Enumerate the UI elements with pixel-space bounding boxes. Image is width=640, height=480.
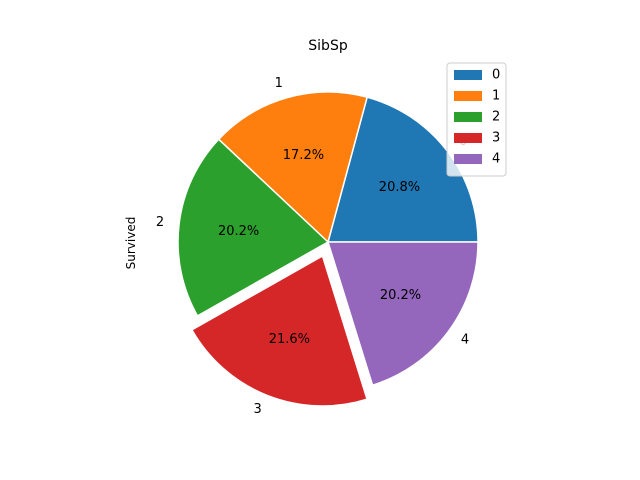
pie-category-label: 2 xyxy=(156,215,164,230)
pie-slice-1 xyxy=(217,91,368,243)
legend-swatch-1 xyxy=(454,91,482,101)
pie-slice-2 xyxy=(177,138,329,317)
legend-swatch-3 xyxy=(454,133,482,143)
pie-category-label: 1 xyxy=(275,76,283,91)
chart-title: SibSp xyxy=(308,38,348,54)
pie-category-label: 3 xyxy=(253,402,261,417)
pie-slice-3 xyxy=(191,255,368,407)
pie-percent-label: 17.2% xyxy=(283,148,324,163)
legend: 0 1 2 3 4 xyxy=(446,62,507,177)
pie-percent-label: 20.2% xyxy=(218,224,259,239)
legend-swatch-2 xyxy=(454,112,482,122)
legend-label-3: 3 xyxy=(492,131,500,146)
legend-swatch-0 xyxy=(454,70,482,80)
pie-category-label: 4 xyxy=(461,332,469,347)
pie-slice-4 xyxy=(327,241,479,386)
legend-label-4: 4 xyxy=(492,152,500,167)
legend-label-2: 2 xyxy=(492,110,500,125)
legend-swatch-4 xyxy=(454,154,482,164)
pie-percent-label: 20.2% xyxy=(380,288,421,303)
legend-label-0: 0 xyxy=(492,68,500,83)
pie-percent-label: 20.8% xyxy=(379,180,420,195)
legend-label-1: 1 xyxy=(492,89,500,104)
pie-percent-label: 21.6% xyxy=(269,332,310,347)
pie-slices xyxy=(177,91,479,407)
y-axis-label: Survived xyxy=(124,217,138,270)
